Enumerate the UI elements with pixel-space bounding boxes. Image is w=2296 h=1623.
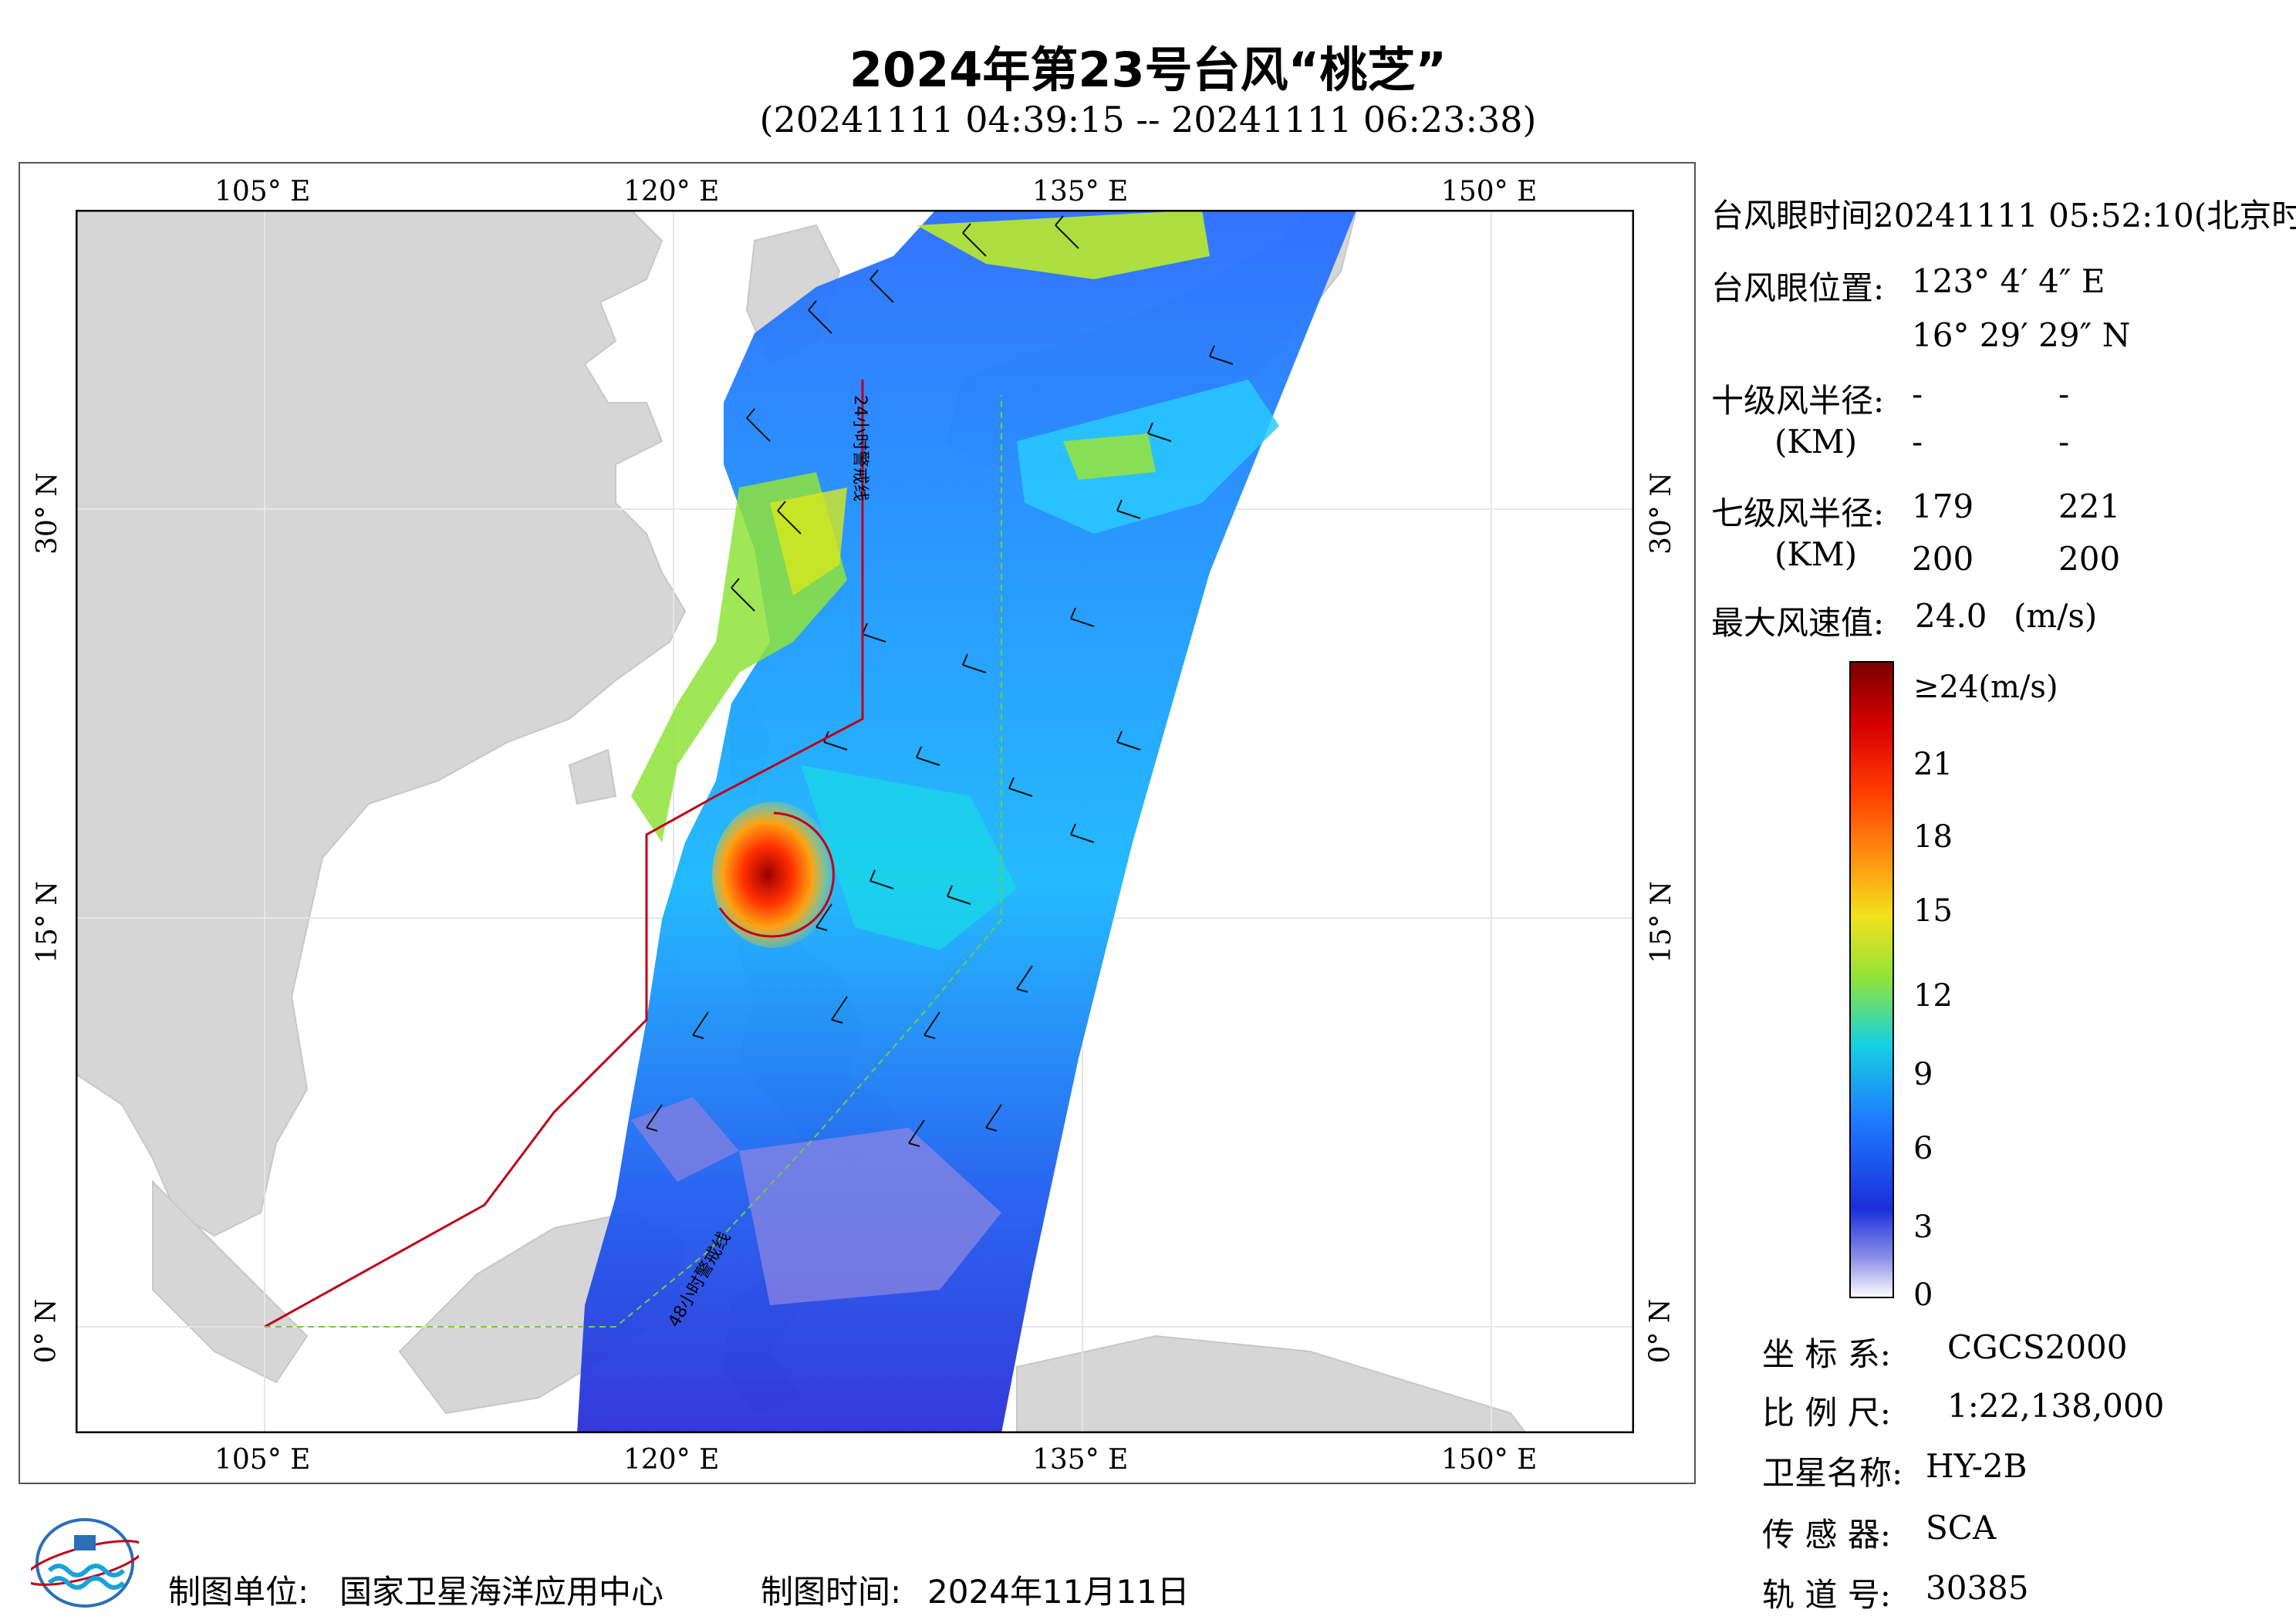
org-label: 制图单位: (168, 1573, 309, 1611)
max-wind-unit: (m/s) (2014, 597, 2098, 635)
lon-tick-top-135: 135° E (1032, 176, 1129, 208)
scale-label: 比 例 尺: (1762, 1394, 1891, 1432)
r7-value-1: 179 (1912, 488, 1974, 525)
typhoon-core-high-wind (712, 801, 836, 948)
colorbar-label-9: 9 (1913, 1057, 1933, 1092)
satellite-value: HY-2B (1926, 1447, 2028, 1485)
r7-label: 七级风半径: (1711, 494, 1885, 532)
colorbar-label-15: 15 (1913, 893, 1953, 929)
colorbar-label-18: 18 (1913, 819, 1953, 855)
warning-line-48h (265, 395, 1002, 1328)
lon-tick-top-105: 105° E (214, 176, 311, 208)
colorbar-label-6: 6 (1913, 1131, 1933, 1166)
r10-value-4: - (2058, 423, 2070, 461)
max-wind-label: 最大风速值: (1711, 604, 1885, 642)
r10-value-1: - (1912, 375, 1923, 413)
eye-time-value: 20241111 05:52:10(北京时) (1873, 197, 2296, 235)
warning-line-24h (264, 380, 864, 1328)
r10-unit: (KM) (1774, 423, 1858, 461)
orbit-label: 轨 道 号: (1762, 1576, 1891, 1614)
eye-time-label: 台风眼时间: (1711, 197, 1885, 235)
r10-label: 十级风半径: (1711, 382, 1885, 420)
colorbar (1849, 661, 1894, 1298)
r10-value-2: - (2058, 375, 2070, 413)
map-title: 2024年第23号台风“桃芝” (849, 42, 1447, 98)
eye-pos-lon: 123° 4′ 4″ E (1912, 262, 2105, 300)
colorbar-label-3: 3 (1913, 1210, 1933, 1245)
r10-value-3: - (1912, 423, 1923, 461)
map-time-range: (20241111 04:39:15 -- 20241111 06:23:38) (759, 99, 1537, 140)
lon-tick-bottom-105: 105° E (214, 1444, 311, 1476)
warning-line-24h-label: 24小时警戒线 (850, 395, 869, 501)
date-label: 制图时间: (761, 1573, 902, 1611)
lon-tick-top-150: 150° E (1441, 176, 1538, 208)
sensor-value: SCA (1926, 1509, 1997, 1547)
coord-system-label: 坐 标 系: (1762, 1335, 1891, 1373)
lon-tick-top-120: 120° E (623, 176, 720, 208)
eye-pos-label: 台风眼位置: (1711, 269, 1885, 307)
lat-tick-right-0: 0° N (1644, 1298, 1676, 1364)
lat-tick-left-0: 0° N (30, 1298, 62, 1364)
colorbar-label-21: 21 (1913, 747, 1953, 782)
satellite-label: 卫星名称: (1762, 1454, 1903, 1492)
nsoas-logo-icon (31, 1518, 139, 1608)
lat-tick-right-15: 15° N (1645, 881, 1677, 963)
r7-value-3: 200 (1912, 540, 1974, 578)
colorbar-label-0: 0 (1913, 1277, 1933, 1313)
typhoon-wind-map: 24小时警戒线 48小时警戒线 (76, 210, 1634, 1433)
wind-barbs (646, 215, 1234, 1147)
lat-tick-left-30: 30° N (31, 472, 63, 555)
r7-value-4: 200 (2058, 540, 2121, 578)
lon-tick-bottom-135: 135° E (1032, 1444, 1129, 1476)
lon-tick-bottom-150: 150° E (1441, 1444, 1538, 1476)
lat-tick-right-30: 30° N (1645, 472, 1677, 555)
higher-wind-bands (631, 210, 1279, 1305)
r7-unit: (KM) (1774, 535, 1858, 573)
lon-tick-bottom-120: 120° E (623, 1444, 720, 1476)
r7-value-2: 221 (2058, 488, 2121, 525)
colorbar-max-label: ≥24(m/s) (1913, 670, 2058, 705)
map-axes (76, 210, 1634, 1433)
max-wind-value: 24.0 (1915, 597, 1987, 635)
org-value: 国家卫星海洋应用中心 (339, 1573, 664, 1611)
colorbar-label-12: 12 (1913, 978, 1953, 1014)
sensor-label: 传 感 器: (1762, 1516, 1891, 1554)
typhoon-wind-radius (718, 812, 835, 938)
orbit-value: 30385 (1926, 1569, 2029, 1607)
coord-system-value: CGCS2000 (1947, 1328, 2128, 1366)
date-value: 2024年11月11日 (927, 1573, 1190, 1611)
scale-value: 1:22,138,000 (1947, 1387, 2165, 1425)
eye-pos-lat: 16° 29′ 29″ N (1912, 316, 2131, 354)
lat-tick-left-15: 15° N (31, 881, 63, 963)
